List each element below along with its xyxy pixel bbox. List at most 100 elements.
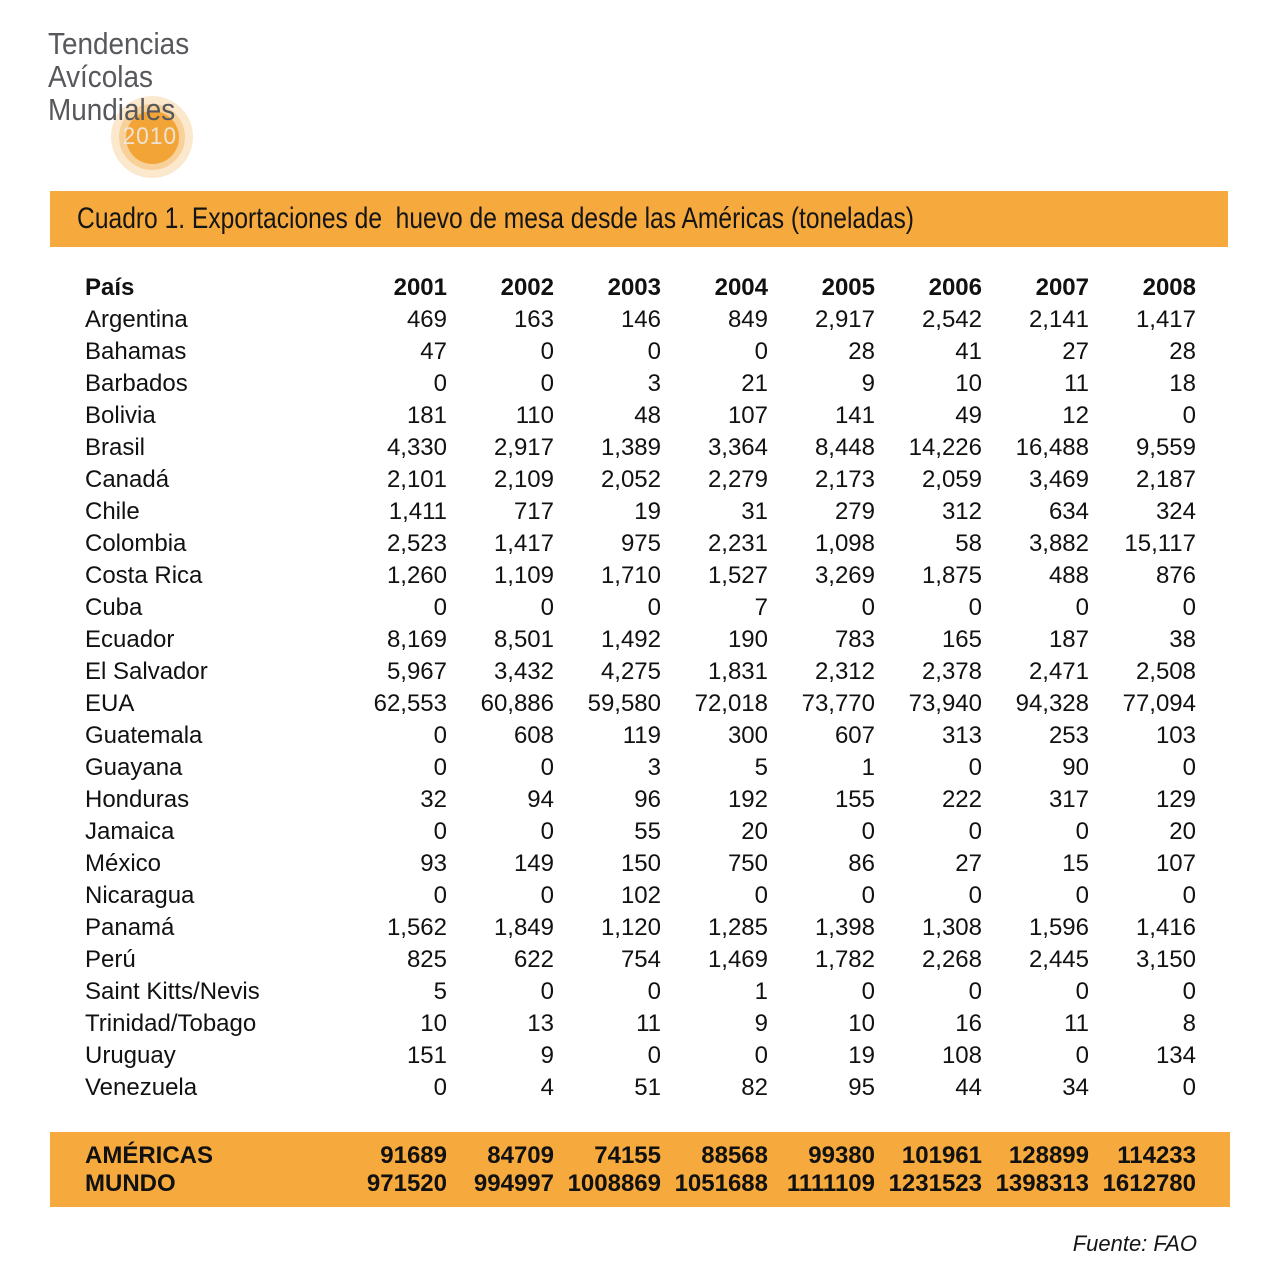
value-cell: 41 (955, 338, 982, 365)
value-cell: 48 (634, 402, 661, 429)
value-cell: 849 (727, 306, 768, 333)
value-cell: 1,389 (600, 434, 661, 461)
value-cell: 0 (968, 754, 982, 781)
col-header-year: 2001 (393, 274, 447, 301)
value-cell: 324 (1155, 498, 1196, 525)
country-name: Perú (85, 946, 136, 973)
value-cell: 19 (848, 1042, 875, 1069)
country-name: Barbados (85, 370, 188, 397)
value-cell: 77,094 (1122, 690, 1196, 717)
value-cell: 2,917 (493, 434, 554, 461)
value-cell: 1008869 (554, 1170, 661, 1207)
table-row: Guatemala 0 608 119 300 607 313 253 103 (50, 720, 1230, 752)
value-cell: 49 (955, 402, 982, 429)
value-cell: 119 (622, 722, 661, 749)
value-cell: 0 (433, 1074, 447, 1101)
value-cell: 0 (1075, 594, 1089, 621)
value-cell: 74155 (554, 1132, 661, 1170)
country-name: Brasil (85, 434, 146, 461)
value-cell: 146 (620, 306, 661, 333)
value-cell: 82 (741, 1074, 768, 1101)
table-row: EUA 62,553 60,886 59,580 72,018 73,770 73,940 9… (50, 688, 1230, 720)
value-cell: 1,416 (1135, 914, 1196, 941)
value-cell: 222 (941, 786, 982, 813)
table-title: Cuadro 1. Exportaciones de huevo de mesa… (77, 202, 914, 235)
value-cell: 90 (1062, 754, 1089, 781)
country-name: Nicaragua (85, 882, 195, 909)
country-name: Venezuela (85, 1074, 198, 1101)
value-cell: 0 (433, 882, 447, 909)
value-cell: 0 (968, 978, 982, 1005)
value-cell: 1,710 (600, 562, 661, 589)
value-cell: 0 (968, 818, 982, 845)
col-header-year: 2005 (821, 274, 875, 301)
value-cell: 4 (540, 1074, 554, 1101)
value-cell: 3,432 (493, 658, 554, 685)
country-name: El Salvador (85, 658, 208, 685)
value-cell: 155 (834, 786, 875, 813)
value-cell: 1,469 (707, 946, 768, 973)
value-cell: 84709 (447, 1132, 554, 1170)
value-cell: 27 (955, 850, 982, 877)
value-cell: 150 (620, 850, 661, 877)
summary-label: AMÉRICAS (50, 1132, 340, 1170)
value-cell: 488 (1048, 562, 1089, 589)
value-cell: 94 (527, 786, 554, 813)
table-row: Chile 1,411 717 19 31 279 312 634 324 (50, 496, 1230, 528)
value-cell: 1 (754, 978, 768, 1005)
value-cell: 27 (1062, 338, 1089, 365)
value-cell: 9 (861, 370, 875, 397)
country-name: Trinidad/Tobago (85, 1010, 257, 1037)
table-row: Colombia 2,523 1,417 975 2,231 1,098 58 3,882 15… (50, 528, 1230, 560)
value-cell: 10 (420, 1010, 447, 1037)
country-name: Costa Rica (85, 562, 203, 589)
value-cell: 3,269 (814, 562, 875, 589)
table-title-bar: Cuadro 1. Exportaciones de huevo de mesa… (50, 191, 1228, 247)
value-cell: 1231523 (875, 1170, 982, 1207)
value-cell: 0 (433, 594, 447, 621)
country-name: Bolivia (85, 402, 156, 429)
value-cell: 1,527 (707, 562, 768, 589)
value-cell: 12 (1062, 402, 1089, 429)
value-cell: 2,445 (1028, 946, 1089, 973)
col-header-year: 2008 (1142, 274, 1196, 301)
value-cell: 95 (848, 1074, 875, 1101)
value-cell: 8,501 (493, 626, 554, 653)
value-cell: 2,508 (1135, 658, 1196, 685)
value-cell: 1 (861, 754, 875, 781)
value-cell: 0 (968, 882, 982, 909)
value-cell: 34 (1062, 1074, 1089, 1101)
value-cell: 2,542 (921, 306, 982, 333)
value-cell: 0 (647, 594, 661, 621)
value-cell: 0 (1075, 978, 1089, 1005)
value-cell: 0 (433, 370, 447, 397)
value-cell: 102 (620, 882, 661, 909)
summary-label: MUNDO (50, 1170, 340, 1207)
country-name: Colombia (85, 530, 187, 557)
value-cell: 51 (634, 1074, 661, 1101)
value-cell: 10 (955, 370, 982, 397)
value-cell: 94,328 (1015, 690, 1089, 717)
value-cell: 18 (1169, 370, 1196, 397)
value-cell: 163 (513, 306, 554, 333)
value-cell: 1,875 (921, 562, 982, 589)
value-cell: 1,285 (707, 914, 768, 941)
spacer-row (50, 1104, 1230, 1132)
value-cell: 55 (634, 818, 661, 845)
logo-year: 2010 (122, 123, 178, 150)
value-cell: 1,098 (814, 530, 875, 557)
table-row: Ecuador 8,169 8,501 1,492 190 783 165 187 38 (50, 624, 1230, 656)
table-body: Argentina 469 163 146 849 2,917 2,542 2,141 1,41… (50, 304, 1230, 1104)
table-row: Saint Kitts/Nevis 5 0 0 1 0 0 0 0 (50, 976, 1230, 1008)
table-row: Jamaica 0 0 55 20 0 0 0 20 (50, 816, 1230, 848)
value-cell: 103 (1155, 722, 1196, 749)
country-name: Guayana (85, 754, 183, 781)
value-cell: 317 (1048, 786, 1089, 813)
value-cell: 8,169 (386, 626, 447, 653)
table-row: Nicaragua 0 0 102 0 0 0 0 0 (50, 880, 1230, 912)
country-name: Canadá (85, 466, 170, 493)
value-cell: 0 (540, 370, 554, 397)
logo-circle-core: 2010 (122, 110, 179, 164)
value-cell: 2,471 (1028, 658, 1089, 685)
table-row: Barbados 0 0 3 21 9 10 11 18 (50, 368, 1230, 400)
